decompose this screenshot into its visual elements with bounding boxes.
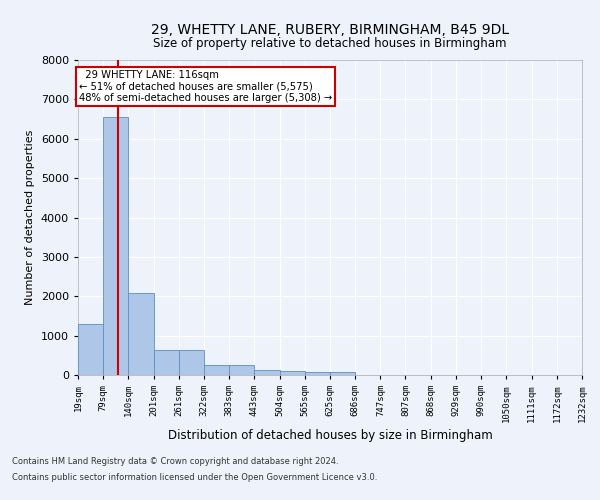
Text: 29 WHETTY LANE: 116sqm  
← 51% of detached houses are smaller (5,575)
48% of sem: 29 WHETTY LANE: 116sqm ← 51% of detached… <box>79 70 332 103</box>
Bar <box>280 371 305 375</box>
Bar <box>204 365 229 375</box>
X-axis label: Distribution of detached houses by size in Birmingham: Distribution of detached houses by size … <box>167 428 493 442</box>
Text: Contains public sector information licensed under the Open Government Licence v3: Contains public sector information licen… <box>12 472 377 482</box>
Bar <box>305 372 330 375</box>
Text: 29, WHETTY LANE, RUBERY, BIRMINGHAM, B45 9DL: 29, WHETTY LANE, RUBERY, BIRMINGHAM, B45… <box>151 22 509 36</box>
Bar <box>154 350 179 375</box>
Text: Size of property relative to detached houses in Birmingham: Size of property relative to detached ho… <box>153 38 507 51</box>
Bar <box>179 350 204 375</box>
Bar <box>330 372 355 375</box>
Bar <box>78 324 103 375</box>
Bar <box>254 370 280 375</box>
Text: Contains HM Land Registry data © Crown copyright and database right 2024.: Contains HM Land Registry data © Crown c… <box>12 458 338 466</box>
Bar <box>128 294 154 375</box>
Bar <box>229 365 254 375</box>
Bar <box>103 116 128 375</box>
Y-axis label: Number of detached properties: Number of detached properties <box>25 130 35 305</box>
